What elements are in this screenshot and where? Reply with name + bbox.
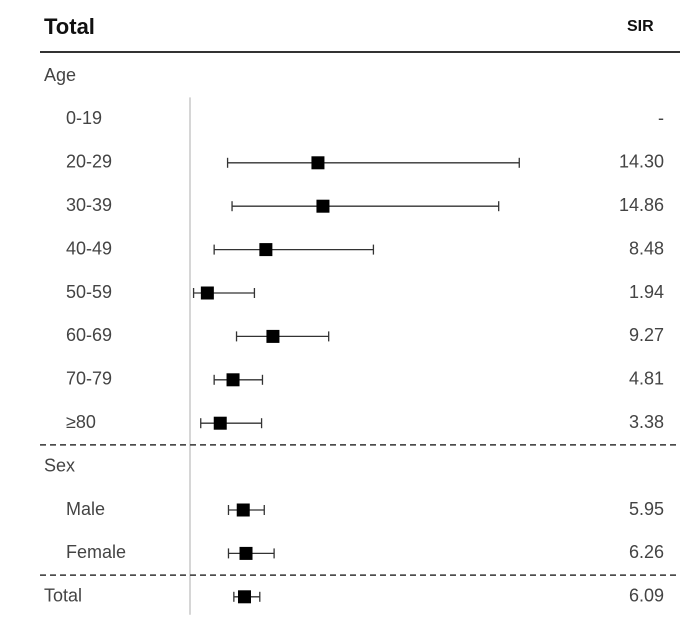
row-label: 60-69 xyxy=(66,325,112,345)
point-estimate-marker xyxy=(259,243,273,257)
row-label: 0-19 xyxy=(66,108,102,128)
row-label: ≥80 xyxy=(66,412,96,432)
row-label: 20-29 xyxy=(66,152,112,172)
sir-value: 8.48 xyxy=(629,238,664,258)
sir-column-header: SIR xyxy=(627,18,654,35)
sir-value: 6.09 xyxy=(629,586,664,606)
sir-value: 6.26 xyxy=(629,542,664,562)
sir-value: - xyxy=(658,108,664,128)
row-label: 30-39 xyxy=(66,195,112,215)
sir-value: 14.86 xyxy=(619,195,664,215)
row-label: Male xyxy=(66,499,105,519)
sir-value: 3.38 xyxy=(629,412,664,432)
page-title: Total xyxy=(44,14,95,39)
row-label: 50-59 xyxy=(66,282,112,302)
sir-value: 9.27 xyxy=(629,325,664,345)
point-estimate-marker xyxy=(226,373,240,387)
point-estimate-marker xyxy=(236,503,250,517)
row-label: 40-49 xyxy=(66,238,112,258)
point-estimate-marker xyxy=(239,546,253,560)
row-label: Total xyxy=(44,586,82,606)
point-estimate-marker xyxy=(316,199,330,213)
sir-value: 1.94 xyxy=(629,282,664,302)
header-divider xyxy=(40,51,680,53)
sir-value: 4.81 xyxy=(629,369,664,389)
point-estimate-marker xyxy=(237,590,251,604)
row-label: 70-79 xyxy=(66,369,112,389)
row-label: Age xyxy=(44,65,76,85)
sir-value: 5.95 xyxy=(629,499,664,519)
row-label: Female xyxy=(66,542,126,562)
row-label: Sex xyxy=(44,455,75,475)
point-estimate-marker xyxy=(213,416,227,430)
point-estimate-marker xyxy=(200,286,214,300)
point-estimate-marker xyxy=(266,329,280,343)
point-estimate-marker xyxy=(311,156,325,170)
sir-value: 14.30 xyxy=(619,152,664,172)
